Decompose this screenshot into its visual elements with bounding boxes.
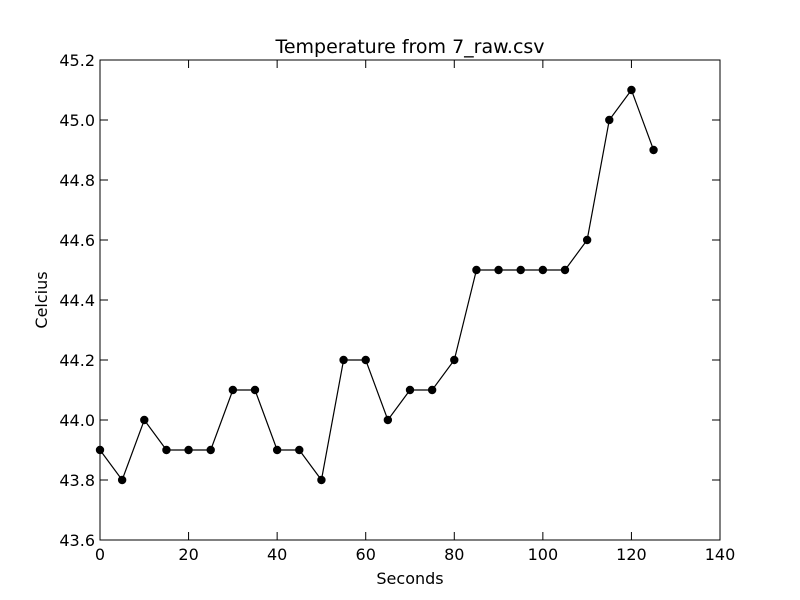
data-point <box>405 385 415 395</box>
data-point <box>427 385 437 395</box>
data-point <box>140 415 149 425</box>
x-tick-label: 20 <box>178 545 198 564</box>
data-point <box>472 265 481 275</box>
data-point <box>538 265 548 275</box>
y-tick-label: 44.2 <box>59 351 95 370</box>
x-axis-label: Seconds <box>376 569 443 588</box>
x-tick-label: 100 <box>528 545 559 564</box>
y-axis-label: Celcius <box>32 271 51 328</box>
y-tick-label: 43.8 <box>59 471 95 490</box>
x-tick-label: 60 <box>356 545 376 564</box>
y-tick-label: 44.0 <box>59 411 95 430</box>
data-point <box>605 115 614 125</box>
y-tick-label: 45.0 <box>59 111 95 130</box>
plot-area <box>95 85 658 485</box>
y-tick-label: 43.6 <box>59 531 95 550</box>
data-point <box>339 355 348 365</box>
x-axis: 0 20 40 60 80 100 120 140 <box>95 60 735 564</box>
y-tick-label: 44.4 <box>59 291 95 310</box>
data-point <box>250 385 260 395</box>
data-point <box>317 475 326 485</box>
data-point <box>516 265 525 275</box>
data-point <box>184 445 193 455</box>
data-point <box>560 265 570 275</box>
x-tick-label: 80 <box>444 545 464 564</box>
data-point <box>627 85 636 95</box>
data-point <box>383 415 393 425</box>
data-point <box>117 475 127 485</box>
x-tick-label: 40 <box>267 545 287 564</box>
x-tick-label: 0 <box>95 545 105 564</box>
data-point <box>361 355 370 365</box>
y-axis: 43.6 43.8 44.0 44.2 44.4 44.6 44.8 45.0 45.2 <box>59 51 720 550</box>
y-tick-label: 44.8 <box>59 171 95 190</box>
data-point <box>649 145 658 155</box>
data-point <box>494 265 503 275</box>
data-point <box>272 445 282 455</box>
y-tick-label: 45.2 <box>59 51 95 70</box>
data-point <box>450 355 459 365</box>
data-point <box>228 385 238 395</box>
data-point <box>295 445 304 455</box>
x-tick-label: 140 <box>705 545 736 564</box>
data-point <box>582 235 592 245</box>
x-tick-label: 120 <box>616 545 647 564</box>
data-point <box>206 445 215 455</box>
data-point <box>162 445 171 455</box>
y-tick-label: 44.6 <box>59 231 95 250</box>
chart-title: Temperature from 7_raw.csv <box>274 36 544 58</box>
